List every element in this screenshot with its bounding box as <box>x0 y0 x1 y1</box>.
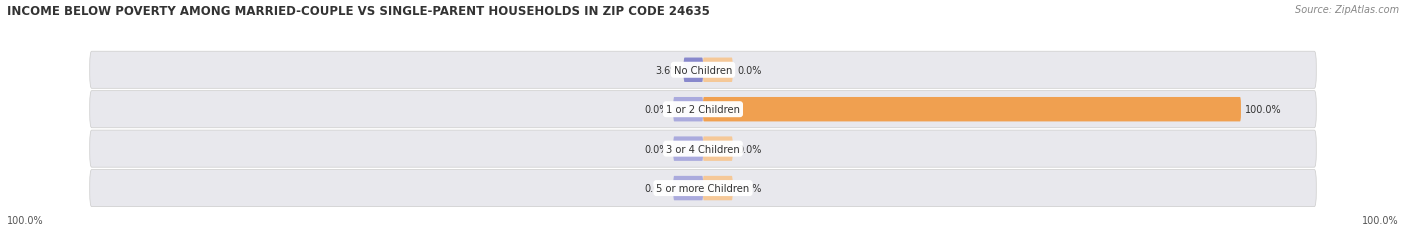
Text: 0.0%: 0.0% <box>737 144 761 154</box>
FancyBboxPatch shape <box>90 91 1316 128</box>
Text: INCOME BELOW POVERTY AMONG MARRIED-COUPLE VS SINGLE-PARENT HOUSEHOLDS IN ZIP COD: INCOME BELOW POVERTY AMONG MARRIED-COUPL… <box>7 5 710 18</box>
FancyBboxPatch shape <box>703 176 733 201</box>
Text: 1 or 2 Children: 1 or 2 Children <box>666 105 740 115</box>
FancyBboxPatch shape <box>703 58 733 83</box>
Text: 0.0%: 0.0% <box>737 183 761 193</box>
Text: 3.6%: 3.6% <box>655 65 679 76</box>
FancyBboxPatch shape <box>673 97 703 122</box>
FancyBboxPatch shape <box>703 137 733 161</box>
FancyBboxPatch shape <box>673 176 703 201</box>
FancyBboxPatch shape <box>90 131 1316 167</box>
Text: 0.0%: 0.0% <box>645 183 669 193</box>
Text: No Children: No Children <box>673 65 733 76</box>
Text: 0.0%: 0.0% <box>737 65 761 76</box>
FancyBboxPatch shape <box>683 58 703 83</box>
Text: 100.0%: 100.0% <box>1362 215 1399 225</box>
FancyBboxPatch shape <box>90 52 1316 89</box>
FancyBboxPatch shape <box>90 170 1316 207</box>
Text: 0.0%: 0.0% <box>645 105 669 115</box>
Text: 100.0%: 100.0% <box>1246 105 1282 115</box>
Text: 3 or 4 Children: 3 or 4 Children <box>666 144 740 154</box>
FancyBboxPatch shape <box>673 137 703 161</box>
FancyBboxPatch shape <box>703 97 1241 122</box>
Text: 5 or more Children: 5 or more Children <box>657 183 749 193</box>
Text: 100.0%: 100.0% <box>7 215 44 225</box>
Text: Source: ZipAtlas.com: Source: ZipAtlas.com <box>1295 5 1399 15</box>
Text: 0.0%: 0.0% <box>645 144 669 154</box>
